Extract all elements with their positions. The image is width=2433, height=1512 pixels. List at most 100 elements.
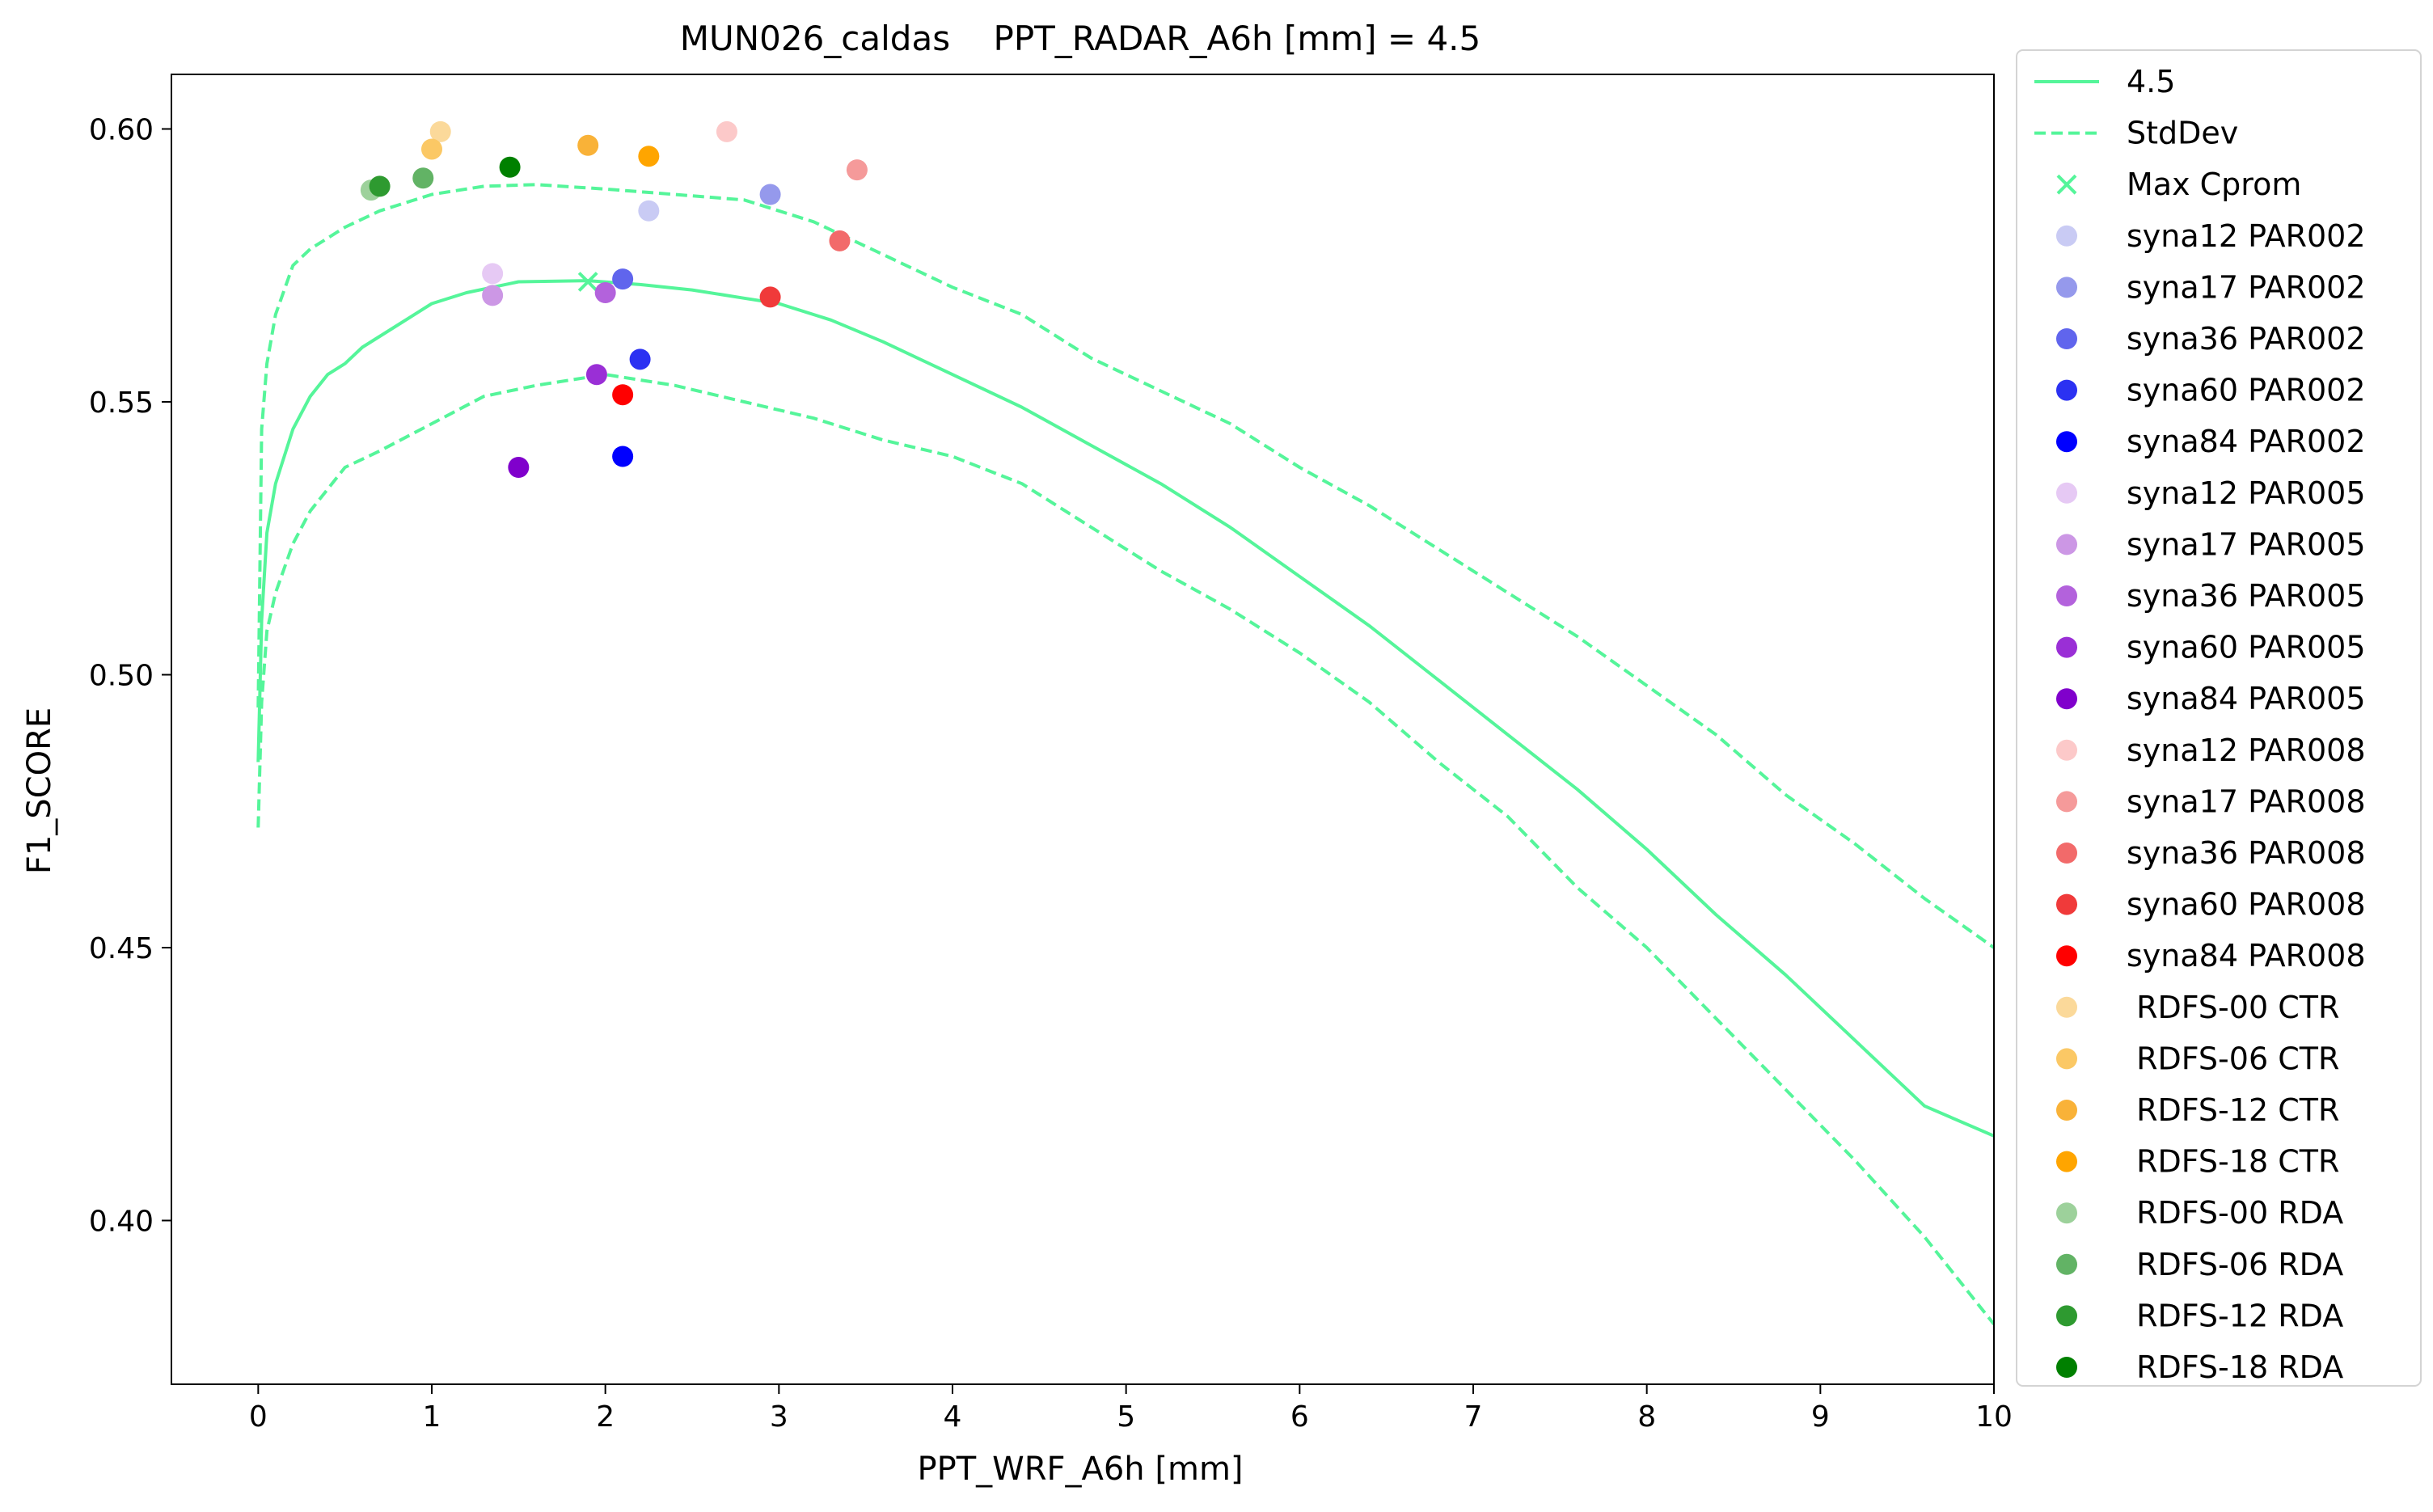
point-rdfs-18-rda [499, 156, 521, 178]
legend-dot-swatch [2056, 379, 2077, 401]
legend-entry: syna12 PAR005 [2056, 475, 2366, 511]
legend-dot-swatch [2056, 739, 2077, 761]
legend-label: syna60 PAR005 [2127, 630, 2366, 665]
point-syna12-par008 [716, 120, 737, 142]
legend-entry: RDFS-12 RDA [2056, 1298, 2343, 1333]
legend-entry: StdDev [2034, 116, 2238, 151]
y-axis-label: F1_SCORE [21, 707, 58, 874]
legend-label: RDFS-12 RDA [2127, 1298, 2343, 1333]
point-syna17-par008 [846, 159, 868, 181]
legend-label: RDFS-00 CTR [2127, 990, 2339, 1025]
legend-label: syna17 PAR002 [2127, 269, 2366, 305]
x-tick-label: 6 [1290, 1400, 1309, 1434]
legend-label: RDFS-00 RDA [2127, 1195, 2343, 1231]
legend-dot-swatch [2056, 688, 2077, 710]
legend-label: syna60 PAR008 [2127, 887, 2366, 923]
legend-marker-swatch [2056, 174, 2077, 195]
x-tick-label: 3 [770, 1400, 788, 1434]
legend-entry: RDFS-12 CTR [2056, 1092, 2339, 1128]
legend-label: syna84 PAR002 [2127, 424, 2366, 459]
legend-box [2016, 49, 2422, 1387]
point-syna84-par008 [612, 384, 634, 406]
y-axis: 0.40 0.45 0.50 0.55 0.60 [89, 114, 171, 1239]
legend-dot-swatch [2056, 585, 2077, 606]
legend-dot-swatch [2056, 482, 2077, 504]
legend-entry: syna60 PAR005 [2056, 630, 2366, 665]
legend-label: RDFS-06 RDA [2127, 1247, 2343, 1282]
point-syna12-par002 [638, 200, 660, 222]
points-layer [360, 120, 868, 478]
legend-entry: RDFS-06 CTR [2056, 1041, 2339, 1076]
legend-dot-swatch [2056, 843, 2077, 864]
x-tick-label: 2 [596, 1400, 615, 1434]
legend-dot-swatch [2056, 277, 2077, 298]
point-syna36-par002 [612, 268, 634, 290]
point-syna60-par008 [759, 286, 781, 308]
x-tick-label: 4 [944, 1400, 962, 1434]
legend-dot-swatch [2056, 1151, 2077, 1172]
point-rdfs-12-rda [369, 175, 391, 197]
y-tick-label: 0.50 [89, 660, 154, 693]
legend-dot-swatch [2056, 636, 2077, 658]
legend-dot-swatch [2056, 431, 2077, 453]
legend-label: syna12 PAR005 [2127, 475, 2366, 511]
legend-label: syna36 PAR008 [2127, 835, 2366, 871]
legend-dot-swatch [2056, 791, 2077, 813]
plot-frame [171, 74, 1995, 1385]
legend-entry: RDFS-06 RDA [2056, 1247, 2343, 1282]
legend-dot-swatch [2056, 534, 2077, 555]
legend-label: StdDev [2127, 116, 2238, 151]
x-tick-label: 9 [1811, 1400, 1830, 1434]
legend-entry: syna84 PAR008 [2056, 938, 2366, 974]
point-syna36-par008 [829, 230, 851, 251]
legend-entry: syna36 PAR005 [2056, 578, 2366, 614]
legend-label: syna60 PAR002 [2127, 373, 2366, 408]
legend-entry: RDFS-18 RDA [2056, 1349, 2343, 1385]
legend-entry: syna17 PAR005 [2056, 526, 2366, 562]
point-rdfs-06-rda [412, 167, 434, 189]
y-tick-label: 0.45 [89, 932, 154, 965]
legend-label: syna84 PAR005 [2127, 681, 2366, 716]
line-4-5 [256, 279, 1994, 1138]
point-syna36-par005 [594, 282, 616, 303]
x-tick-label: 8 [1637, 1400, 1656, 1434]
legend-label: syna17 PAR008 [2127, 783, 2366, 819]
legend-dot-swatch [2056, 996, 2077, 1018]
point-syna60-par002 [629, 348, 651, 370]
legend-dot-swatch [2056, 1305, 2077, 1327]
legend-entry: syna12 PAR008 [2056, 733, 2366, 768]
legend-entry: syna17 PAR002 [2056, 269, 2366, 305]
y-tick-label: 0.55 [89, 386, 154, 420]
point-rdfs-18-ctr [638, 146, 660, 167]
legend: 4.5 StdDev Max Cprom syna12 PAR002 syna17 PA… [2016, 49, 2422, 1387]
legend-entry: syna36 PAR008 [2056, 835, 2366, 871]
legend-entry: syna17 PAR008 [2056, 783, 2366, 819]
legend-label: 4.5 [2127, 64, 2175, 99]
legend-dot-swatch [2056, 945, 2077, 967]
max-cprom-marker [577, 272, 598, 292]
point-rdfs-06-ctr [421, 138, 442, 160]
legend-entry: syna84 PAR002 [2056, 424, 2366, 459]
legend-entry: RDFS-00 CTR [2056, 990, 2339, 1025]
legend-label: syna17 PAR005 [2127, 526, 2366, 562]
legend-label: RDFS-12 CTR [2127, 1092, 2339, 1128]
legend-label: syna12 PAR002 [2127, 218, 2366, 254]
y-tick-label: 0.40 [89, 1206, 154, 1239]
legend-entry: Max Cprom [2056, 167, 2301, 202]
x-tick-label: 7 [1464, 1400, 1483, 1434]
x-axis-label: PPT_WRF_A6h [mm] [917, 1451, 1243, 1488]
point-syna17-par002 [759, 184, 781, 205]
legend-dot-swatch [2056, 893, 2077, 915]
x-tick-label: 10 [1975, 1400, 2013, 1434]
legend-label: RDFS-18 RDA [2127, 1349, 2343, 1385]
legend-entry: 4.5 [2034, 64, 2175, 99]
legend-dot-swatch [2056, 1253, 2077, 1275]
legend-entry: syna12 PAR002 [2056, 218, 2366, 254]
legend-label: syna84 PAR008 [2127, 938, 2366, 974]
legend-entry: syna84 PAR005 [2056, 681, 2366, 716]
point-syna60-par005 [585, 364, 607, 386]
legend-dot-swatch [2056, 225, 2077, 247]
legend-entry: RDFS-00 RDA [2056, 1195, 2343, 1231]
legend-dot-swatch [2056, 1048, 2077, 1070]
